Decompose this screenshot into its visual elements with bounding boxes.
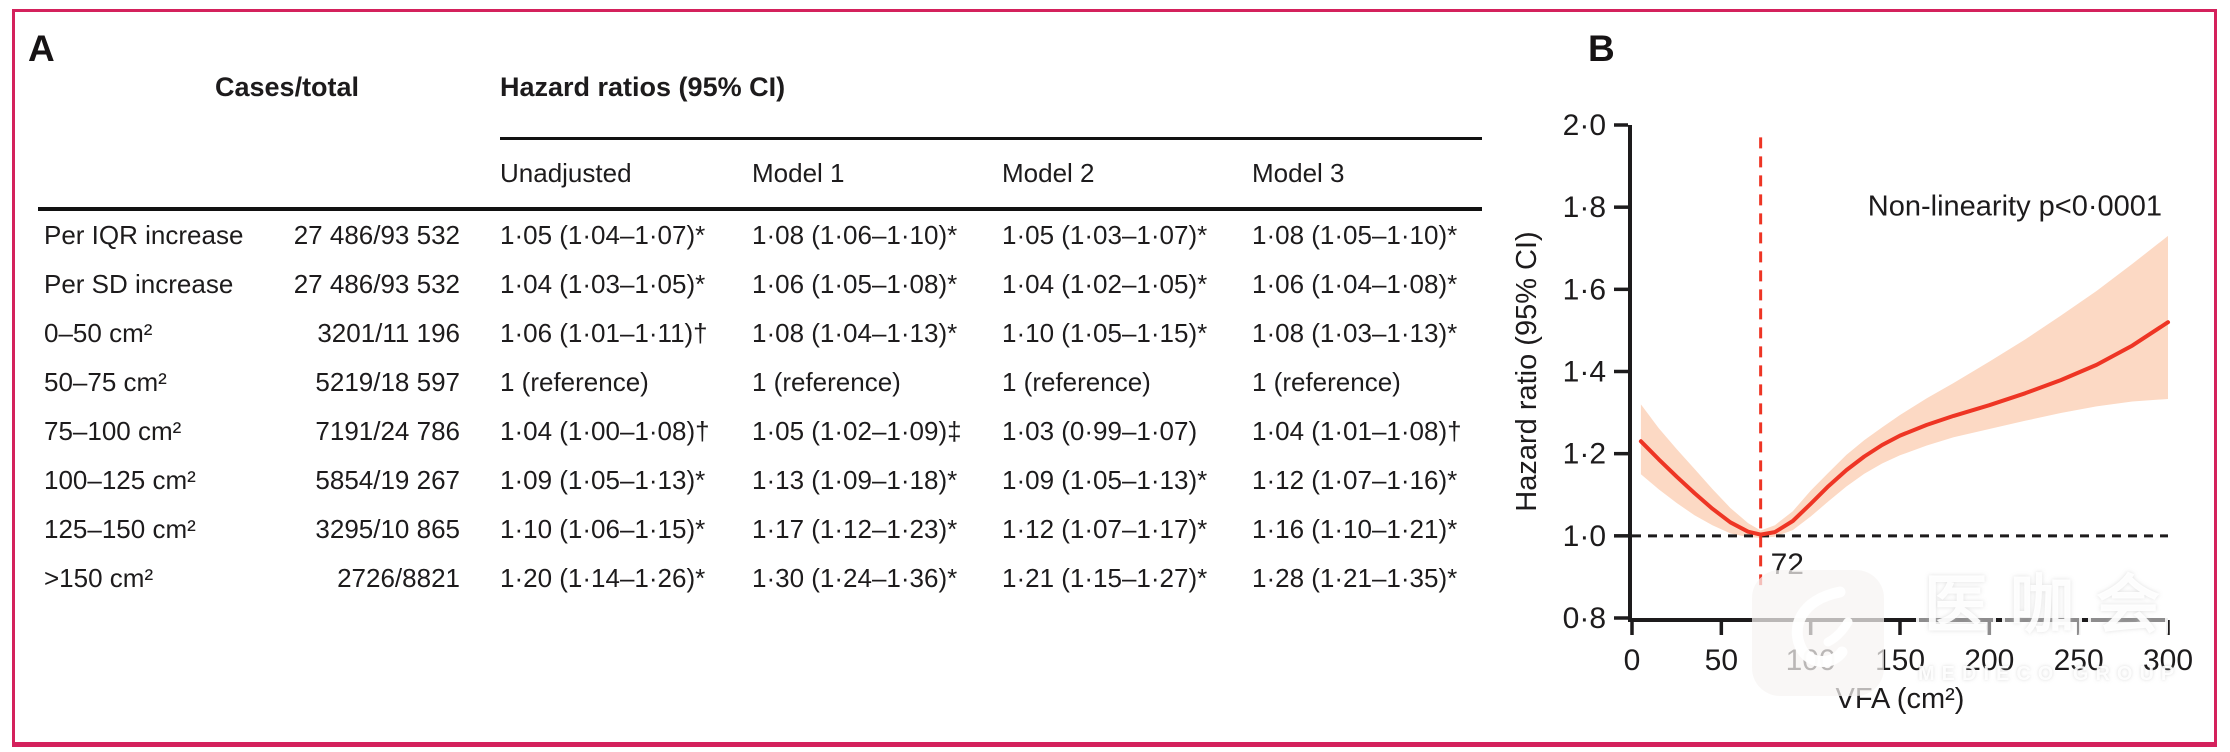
hr-cell: 1·06 (1·05–1·08)* [752, 269, 958, 299]
row-label: 75–100 cm² [44, 416, 182, 446]
cases-cell: 2726/8821 [337, 563, 460, 593]
table-row: Per SD increase 27 486/93 532 1·04 (1·03–1… [38, 260, 1482, 309]
group-header-cell: Hazard ratios (95% CI) [460, 62, 1482, 140]
cases-cell: 5219/18 597 [315, 367, 460, 397]
hr-cell: 1 (reference) [1252, 367, 1401, 397]
model-header-3: Model 3 [1252, 158, 1345, 188]
cases-cell: 3201/11 196 [317, 318, 460, 348]
hr-cell: 1·05 (1·02–1·09)‡ [752, 416, 962, 446]
hr-cell: 1·08 (1·06–1·10)* [752, 220, 958, 250]
hr-cell: 1·09 (1·05–1·13)* [1002, 465, 1208, 495]
hazard-curve [1638, 320, 2170, 537]
hr-cell: 1·16 (1·10–1·21)* [1252, 514, 1458, 544]
panel-a-label: A [28, 28, 55, 69]
y-tick-label: 1·2 [1563, 438, 1606, 471]
hr-cell: 1·04 (1·03–1·05)* [500, 269, 706, 299]
group-header: Hazard ratios (95% CI) [500, 72, 1482, 140]
y-tick-label: 0·8 [1563, 602, 1606, 635]
table-row: 125–150 cm² 3295/10 865 1·10 (1·06–1·15)* 1… [38, 505, 1482, 554]
table-body: Per IQR increase 27 486/93 532 1·05 (1·04–… [38, 211, 1482, 603]
hr-cell: 1·10 (1·05–1·15)* [1002, 318, 1208, 348]
cases-cell: 7191/24 786 [315, 416, 460, 446]
row-label: Per SD increase [44, 269, 234, 299]
model-header-2: Model 2 [1002, 158, 1095, 188]
cases-total-header: Cases/total [215, 72, 360, 102]
hr-cell: 1·06 (1·04–1·08)* [1252, 269, 1458, 299]
model-header-1: Model 1 [752, 158, 845, 188]
hr-cell: 1·09 (1·05–1·13)* [500, 465, 706, 495]
y-tick-label: 1·4 [1563, 356, 1606, 389]
y-tick-label: 2·0 [1563, 109, 1606, 142]
hazard-ratio-table: Cases/total Hazard ratios (95% CI) Unadj… [38, 62, 1482, 603]
cases-cell: 3295/10 865 [315, 514, 460, 544]
hr-cell: 1 (reference) [752, 367, 901, 397]
cases-cell: 5854/19 267 [315, 465, 460, 495]
x-tick-label: 150 [1875, 644, 1925, 677]
nonlinearity-annotation: Non-linearity p<0·0001 [1868, 190, 2162, 222]
row-label: 0–50 cm² [44, 318, 153, 348]
hr-cell: 1·12 (1·07–1·17)* [1002, 514, 1208, 544]
hr-cell: 1·21 (1·15–1·27)* [1002, 563, 1208, 593]
row-label: Per IQR increase [44, 220, 244, 250]
hr-cell: 1·12 (1·07–1·16)* [1252, 465, 1458, 495]
hr-cell: 1·13 (1·09–1·18)* [752, 465, 958, 495]
y-axis-title: Hazard ratio (95% CI) [1511, 231, 1543, 511]
y-tick-label: 1·8 [1563, 191, 1606, 224]
x-tick-label: 250 [2054, 644, 2104, 677]
hr-cell: 1·08 (1·05–1·10)* [1252, 220, 1458, 250]
x-tick-label: 200 [1964, 644, 2014, 677]
hr-cell: 1·17 (1·12–1·23)* [752, 514, 958, 544]
row-label: 125–150 cm² [44, 514, 196, 544]
hr-cell: 1·10 (1·06–1·15)* [500, 514, 706, 544]
x-tick-label: 100 [1786, 644, 1836, 677]
empty-header-cell [38, 62, 210, 72]
hr-cell: 1·30 (1·24–1·36)* [752, 563, 958, 593]
hr-cell: 1·04 (1·02–1·05)* [1002, 269, 1208, 299]
table-model-header-row: Unadjusted Model 1 Model 2 Model 3 [38, 140, 1482, 211]
table-row: 50–75 cm² 5219/18 597 1 (reference) 1 (refe… [38, 358, 1482, 407]
hr-cell: 1 (reference) [500, 367, 649, 397]
hr-cell: 1·08 (1·04–1·13)* [752, 318, 958, 348]
table-row: 0–50 cm² 3201/11 196 1·06 (1·01–1·11)† 1·08… [38, 309, 1482, 358]
hr-cell: 1·04 (1·00–1·08)† [500, 416, 710, 446]
hr-cell: 1·04 (1·01–1·08)† [1252, 416, 1462, 446]
hr-cell: 1·28 (1·21–1·35)* [1252, 563, 1458, 593]
panel-b-label: B [1588, 28, 1615, 69]
hr-cell: 1·03 (0·99–1·07) [1002, 416, 1198, 446]
cases-cell: 27 486/93 532 [293, 220, 460, 250]
table-row: >150 cm² 2726/8821 1·20 (1·14–1·26)* 1·30 (… [38, 554, 1482, 603]
table-row: 100–125 cm² 5854/19 267 1·09 (1·05–1·13)* 1… [38, 456, 1482, 505]
row-label: 50–75 cm² [44, 367, 167, 397]
table-group-header-row: Cases/total Hazard ratios (95% CI) [38, 62, 1482, 140]
x-tick-label: 300 [2143, 644, 2193, 677]
y-tick-label: 1·0 [1563, 520, 1606, 553]
hr-cell: 1·05 (1·03–1·07)* [1002, 220, 1208, 250]
hr-cell: 1·05 (1·04–1·07)* [500, 220, 706, 250]
nadir-label: 72 [1771, 548, 1804, 581]
row-label: 100–125 cm² [44, 465, 196, 495]
table-row: 75–100 cm² 7191/24 786 1·04 (1·00–1·08)† 1·… [38, 407, 1482, 456]
ci-band [1640, 235, 2168, 538]
table-row: Per IQR increase 27 486/93 532 1·05 (1·04–… [38, 211, 1482, 260]
row-label: >150 cm² [44, 563, 154, 593]
vfa-hazard-chart: 0·8 1·0 1·2 1·4 1·6 1·8 2·0 0 50 100 150 200 250 300 H… [1511, 109, 2193, 715]
hr-cell: 1·20 (1·14–1·26)* [500, 563, 706, 593]
x-tick-label: 0 [1624, 644, 1641, 677]
x-axis-title: VFA (cm²) [1836, 683, 1965, 715]
cases-cell: 27 486/93 532 [293, 269, 460, 299]
y-tick-label: 1·6 [1563, 273, 1606, 306]
x-tick-label: 50 [1705, 644, 1738, 677]
model-header-unadjusted: Unadjusted [500, 158, 632, 188]
hr-cell: 1·06 (1·01–1·11)† [500, 318, 708, 348]
hr-cell: 1·08 (1·03–1·13)* [1252, 318, 1458, 348]
hr-cell: 1 (reference) [1002, 367, 1151, 397]
